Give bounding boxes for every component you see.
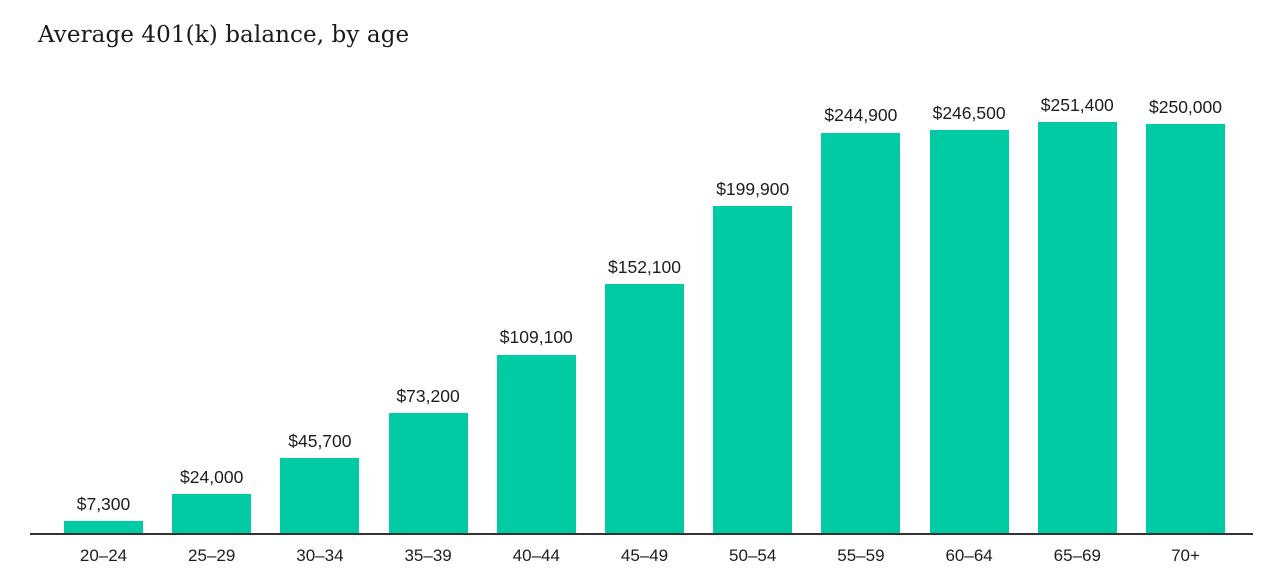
bar-value-label: $251,400 (1040, 94, 1114, 115)
x-tick-label: 60–64 (945, 546, 993, 565)
bar (929, 130, 1009, 533)
x-tick-label: 70+ (1171, 546, 1200, 565)
bar (713, 206, 793, 533)
bar-value-label: $199,900 (716, 178, 790, 199)
x-tick-label: 25–29 (188, 546, 236, 565)
bar (821, 132, 901, 533)
bar-column: $73,200 (388, 386, 468, 533)
bar-value-label: $152,100 (608, 257, 681, 278)
bar (388, 413, 468, 533)
bar-value-label: $73,200 (396, 386, 460, 407)
x-axis-line (30, 533, 1253, 535)
bar-value-label: $24,000 (180, 466, 244, 487)
bar-column: $152,100 (605, 257, 684, 533)
bar-value-label: $250,000 (1149, 97, 1222, 118)
bar-column: $7,300 (64, 493, 143, 533)
bar-value-label: $109,100 (499, 327, 573, 348)
bar-column: $244,900 (821, 105, 901, 533)
bar (64, 521, 143, 533)
chart-title: Average 401(k) balance, by age (38, 22, 410, 48)
bar (172, 493, 252, 533)
x-tick-label: 35–39 (404, 546, 452, 565)
x-tick-label: 20–24 (79, 546, 128, 565)
bar-column: $199,900 (713, 178, 793, 533)
x-tick-label: 45–49 (620, 546, 669, 565)
bar (1146, 124, 1225, 533)
bar-column: $250,000 (1146, 97, 1225, 533)
x-tick-label: 40–44 (512, 546, 560, 565)
x-tick-label: 55–59 (837, 546, 885, 565)
bar-column: $24,000 (172, 466, 252, 533)
bar-value-label: $244,900 (824, 105, 898, 126)
bar (496, 354, 576, 533)
bar-value-label: $7,300 (76, 493, 131, 514)
x-tick-label: 30–34 (296, 546, 344, 565)
bar (1037, 122, 1117, 533)
bar-column: $251,400 (1037, 94, 1117, 533)
bar-column: $246,500 (929, 102, 1009, 533)
bar-value-label: $45,700 (288, 431, 352, 452)
bar (605, 284, 684, 533)
bar-value-label: $246,500 (932, 102, 1006, 123)
bar-column: $109,100 (496, 327, 576, 533)
bar-column: $45,700 (280, 431, 360, 533)
x-tick-label: 50–54 (729, 546, 777, 565)
bar (280, 458, 360, 533)
x-tick-label: 65–69 (1053, 546, 1101, 565)
